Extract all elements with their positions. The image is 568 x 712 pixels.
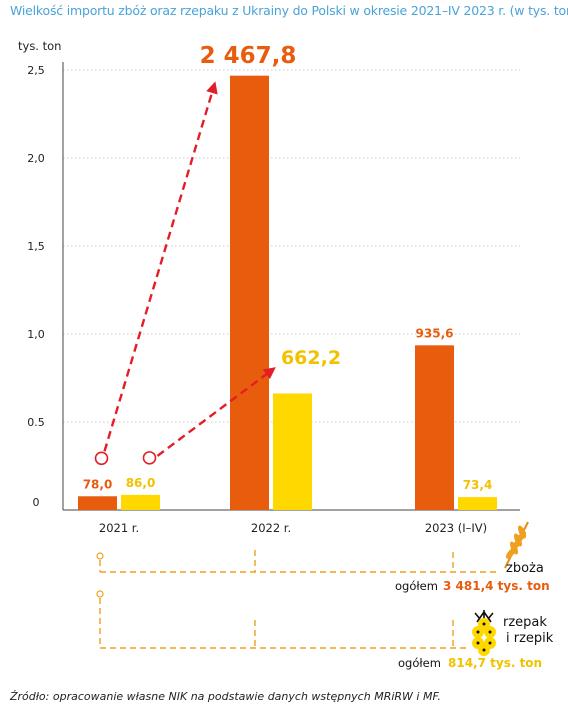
y-tick-label: 2,0 [27, 152, 45, 165]
data-label-grain-2: 935,6 [416, 326, 454, 340]
growth-arrow-grain [103, 81, 218, 452]
y-tick-label: 2,5 [27, 64, 45, 77]
bar-rapeseed-2 [458, 497, 497, 510]
bar-grain-2 [415, 345, 454, 510]
legend-grain-total-label: ogółem [395, 579, 438, 593]
x-tick-label: 2023 (I–IV) [425, 521, 487, 535]
bar-rapeseed-1 [273, 393, 312, 510]
legend-rapeseed-name-1: rzepak [503, 615, 547, 630]
guide-dot [96, 590, 104, 598]
data-label-grain-0: 78,0 [83, 477, 113, 491]
bar-grain-0 [78, 496, 117, 510]
legend-rapeseed-name-2: i rzepik [506, 631, 554, 646]
legend-grain-name: zboża [506, 561, 544, 576]
growth-arrow-rapeseed [156, 367, 276, 457]
data-label-rapeseed-2: 73,4 [463, 478, 493, 492]
y-tick-label: 1,5 [27, 240, 45, 253]
y-tick-label: 0 [33, 496, 40, 509]
y-tick-label: 0.5 [27, 416, 45, 429]
arrow-start-marker [142, 451, 157, 465]
arrow-start-marker [94, 451, 109, 466]
source-note: Źródło: opracowanie własne NIK na podsta… [10, 690, 441, 703]
chart-title: Wielkość importu zbóż oraz rzepaku z Ukr… [10, 3, 568, 18]
legend-grain-total-value: 3 481,4 tys. ton [443, 579, 550, 593]
legend-rapeseed-total-value: 814,7 tys. ton [448, 656, 542, 670]
bar-rapeseed-0 [121, 494, 160, 510]
x-tick-label: 2021 r. [99, 521, 139, 535]
legend-rapeseed-total-label: ogółem [398, 656, 441, 670]
data-label-rapeseed-1: 662,2 [281, 347, 341, 369]
guide-dot [96, 552, 104, 560]
rapeseed-icon [472, 610, 496, 656]
wheat-icon [504, 521, 529, 569]
bar-grain-1 [230, 75, 269, 510]
data-label-grain-1: 2 467,8 [200, 43, 297, 69]
x-tick-label: 2022 r. [251, 521, 291, 535]
y-axis-label: tys. ton [18, 39, 61, 53]
data-label-rapeseed-0: 86,0 [126, 476, 156, 490]
y-tick-label: 1,0 [27, 328, 45, 341]
